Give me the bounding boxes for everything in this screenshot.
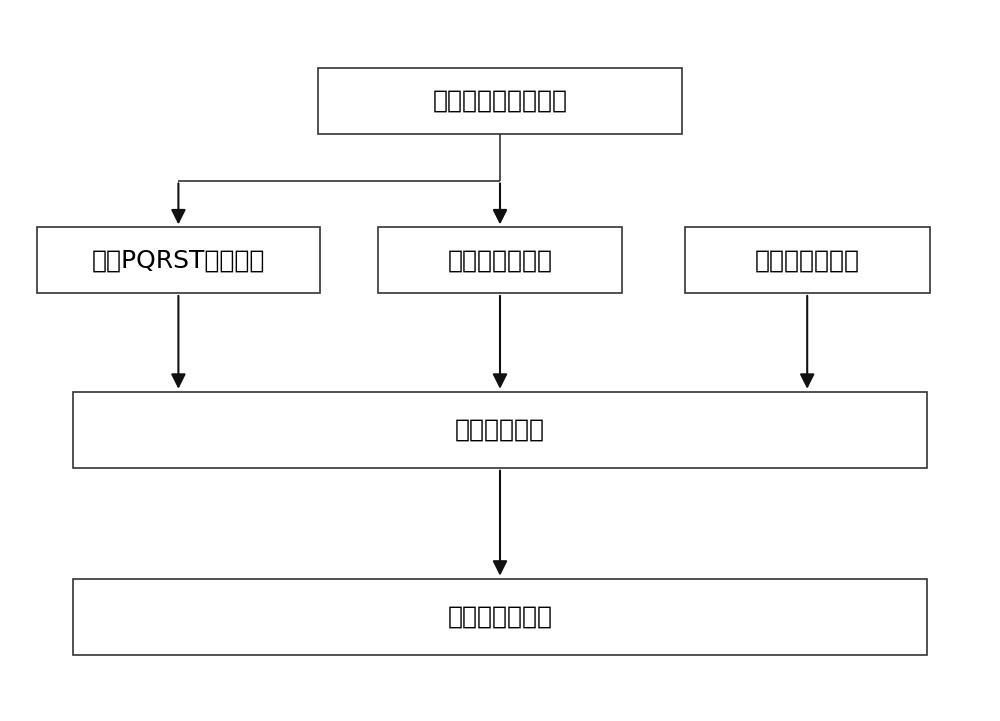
Bar [73, 392, 927, 468]
Bar [378, 227, 622, 293]
Bar [73, 578, 927, 655]
Text: 深度学习算法: 深度学习算法 [455, 417, 545, 442]
Bar [685, 227, 930, 293]
Text: 代表PQRST波形数据: 代表PQRST波形数据 [92, 248, 265, 272]
Text: 心电图节律信息: 心电图节律信息 [448, 248, 552, 272]
Bar [318, 68, 682, 134]
Text: 心电图附加信息: 心电图附加信息 [755, 248, 860, 272]
Text: 心电图分类结果: 心电图分类结果 [448, 605, 552, 629]
Text: 原始心电图波形数据: 原始心电图波形数据 [432, 89, 568, 113]
Bar [37, 227, 320, 293]
